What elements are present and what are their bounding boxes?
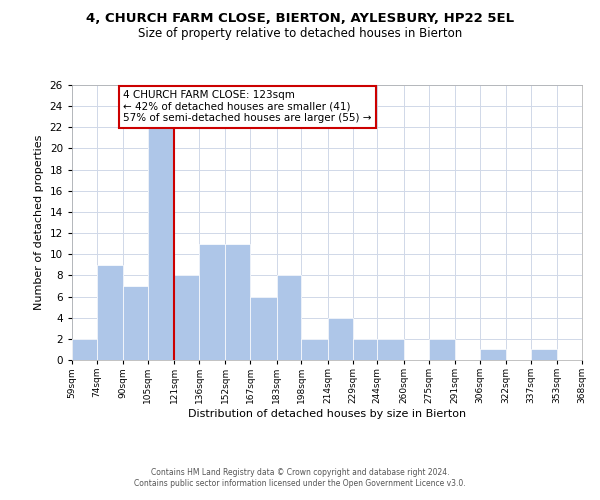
Bar [199, 244, 226, 360]
Bar [123, 286, 148, 360]
Bar [226, 244, 250, 360]
Bar [250, 296, 277, 360]
Text: Size of property relative to detached houses in Bierton: Size of property relative to detached ho… [138, 28, 462, 40]
Bar [428, 339, 455, 360]
Text: 4 CHURCH FARM CLOSE: 123sqm
← 42% of detached houses are smaller (41)
57% of sem: 4 CHURCH FARM CLOSE: 123sqm ← 42% of det… [123, 90, 371, 124]
Bar [148, 128, 175, 360]
Bar [175, 276, 199, 360]
X-axis label: Distribution of detached houses by size in Bierton: Distribution of detached houses by size … [188, 409, 466, 419]
Bar [301, 339, 328, 360]
Bar [377, 339, 404, 360]
Bar [97, 265, 123, 360]
Bar [277, 276, 301, 360]
Bar [72, 339, 97, 360]
Text: 4, CHURCH FARM CLOSE, BIERTON, AYLESBURY, HP22 5EL: 4, CHURCH FARM CLOSE, BIERTON, AYLESBURY… [86, 12, 514, 26]
Bar [531, 350, 557, 360]
Bar [328, 318, 353, 360]
Y-axis label: Number of detached properties: Number of detached properties [34, 135, 44, 310]
Bar [479, 350, 506, 360]
Bar [353, 339, 377, 360]
Text: Contains HM Land Registry data © Crown copyright and database right 2024.
Contai: Contains HM Land Registry data © Crown c… [134, 468, 466, 487]
